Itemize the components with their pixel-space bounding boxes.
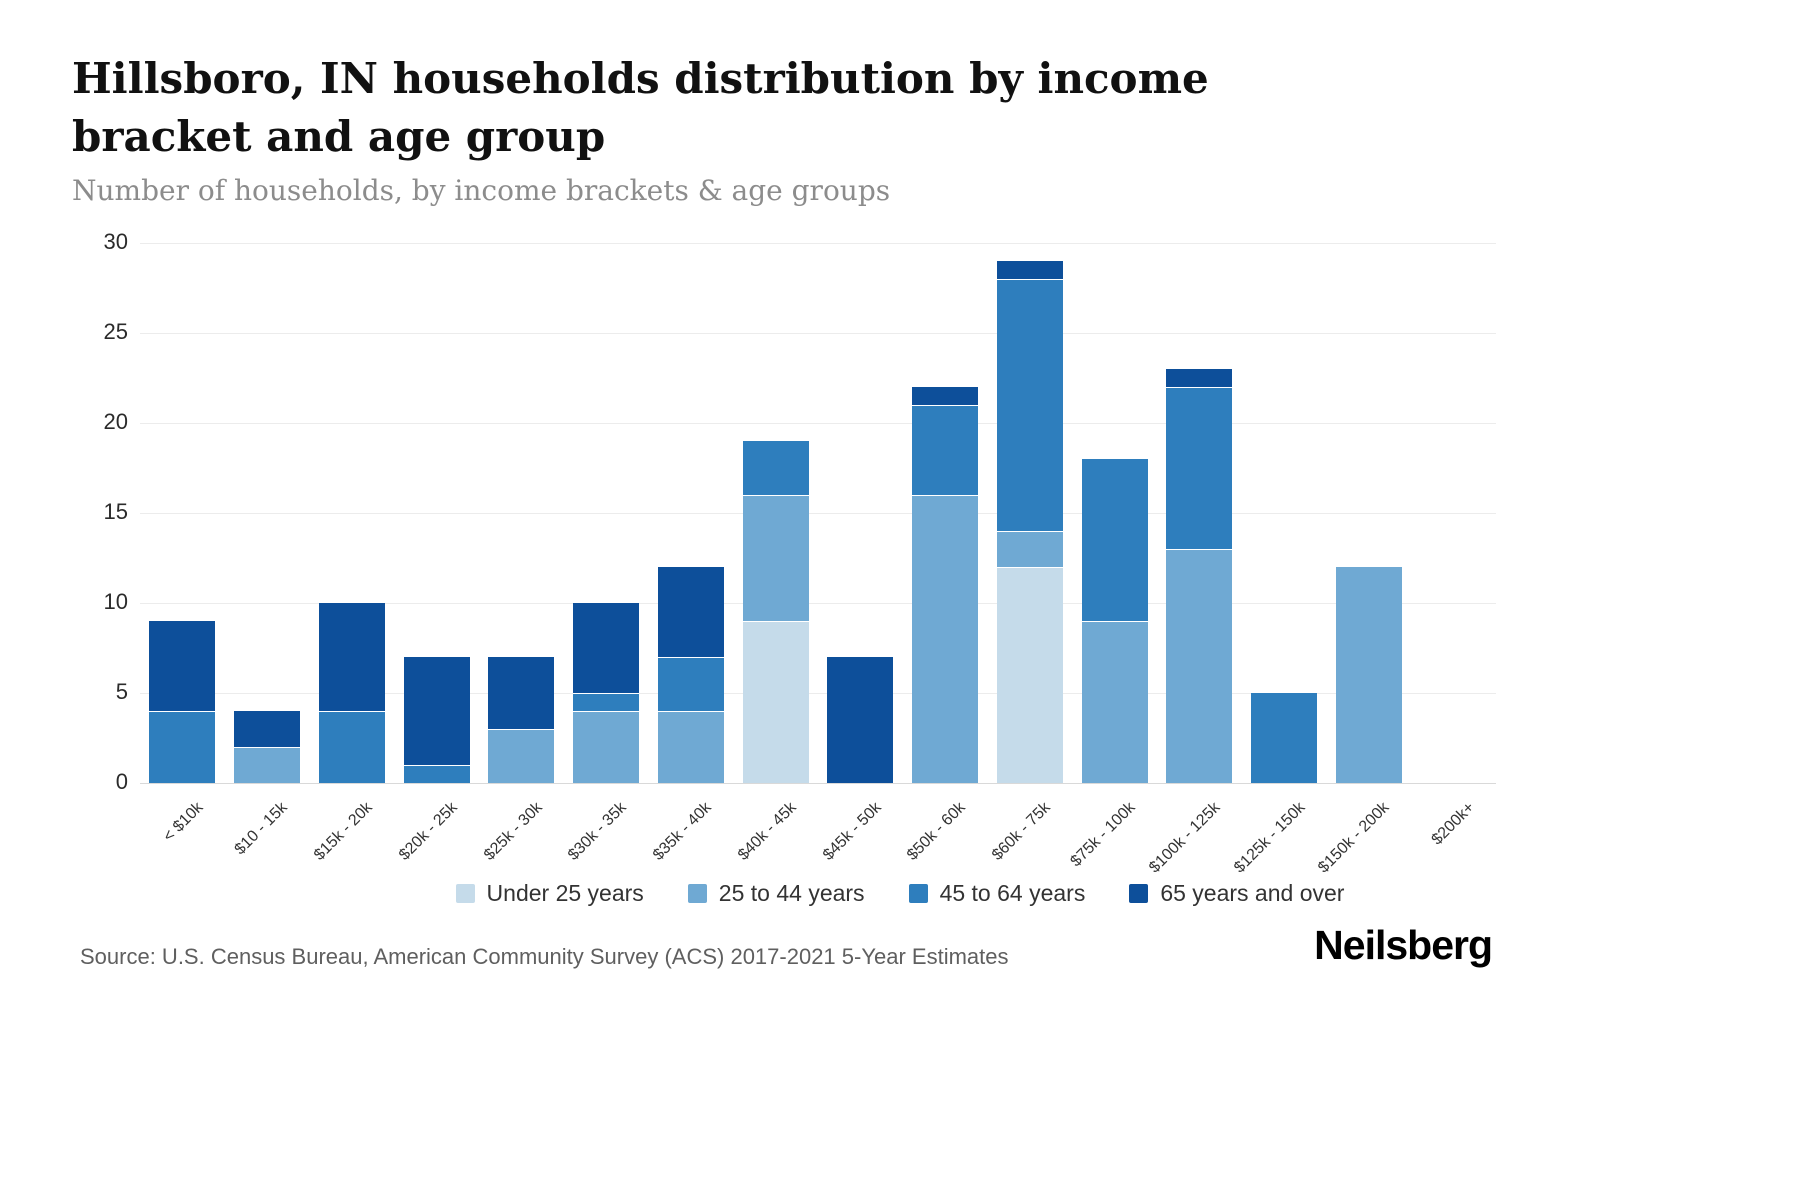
bar-2 [234, 711, 301, 783]
y-tick-label: 15 [103, 499, 128, 524]
bar-segment [742, 621, 809, 783]
legend-item: 25 to 44 years [687, 880, 865, 907]
gridline [140, 422, 1496, 424]
y-tick-label: 10 [103, 589, 128, 614]
bar-11 [996, 261, 1063, 783]
bar-segment [912, 495, 979, 783]
source-text: Source: U.S. Census Bureau, American Com… [80, 944, 1009, 969]
bar-14 [1251, 693, 1318, 783]
chart-area [140, 242, 1496, 784]
bar-3 [318, 603, 385, 783]
gridline [140, 602, 1496, 604]
legend-label: Under 25 years [486, 880, 644, 906]
y-tick-label: 20 [103, 409, 128, 434]
bar-segment [318, 711, 385, 783]
bar-segment [403, 765, 470, 783]
bar-segment [1081, 459, 1148, 621]
bar-segment [1335, 567, 1402, 783]
legend: Under 25 years 25 to 44 years 45 to 64 yea… [0, 880, 1800, 907]
gridline [140, 242, 1496, 244]
bar-segment [996, 261, 1063, 279]
bar-segment [488, 729, 555, 783]
legend-label: 45 to 64 years [939, 880, 1086, 906]
x-tick-label: $200k+ [1428, 799, 1478, 849]
bar-10 [912, 387, 979, 783]
bar-segment [912, 405, 979, 495]
bar-segment [1166, 549, 1233, 783]
x-tick-label: $20k - 25k [395, 799, 461, 864]
legend-label: 25 to 44 years [718, 880, 865, 906]
x-tick-label: < $10k [160, 799, 207, 846]
bar-segment [1166, 387, 1233, 549]
brand-logo: Neilsberg [1314, 922, 1493, 968]
x-tick-label: $50k - 60k [904, 799, 970, 864]
bar-13 [1166, 369, 1233, 783]
bar-segment [657, 711, 724, 783]
y-axis: 0 5 10 15 20 25 30 [60, 229, 128, 794]
y-tick-label: 25 [103, 319, 128, 344]
bar-segment [996, 567, 1063, 783]
y-tick-label: 30 [103, 229, 128, 254]
bar-segment [403, 657, 470, 765]
bar-segment [573, 693, 640, 711]
bar-segment [827, 657, 894, 783]
x-tick-label: $45k - 50k [819, 799, 885, 864]
x-tick-label: $10 - 15k [231, 799, 292, 859]
x-tick-label: $60k - 75k [989, 799, 1054, 864]
bar-segment [657, 567, 724, 657]
bar-segment [657, 657, 724, 711]
bar-12 [1081, 459, 1148, 783]
legend-swatch [1129, 884, 1149, 903]
bar-segment [573, 603, 640, 693]
bar-segment [234, 711, 301, 747]
x-tick-label: $100k - 125k [1145, 799, 1224, 877]
x-tick-label: $40k - 45k [734, 799, 800, 864]
legend-swatch [908, 884, 928, 903]
bar-6 [573, 603, 640, 783]
bar-segment [1081, 621, 1148, 783]
bar-segment [149, 621, 216, 711]
bar-segment [996, 531, 1063, 567]
bar-15 [1335, 567, 1402, 783]
page-title: Hillsboro, IN households distribution by… [72, 54, 1209, 161]
x-tick-label: $30k - 35k [565, 799, 631, 864]
bar-1 [149, 621, 216, 783]
page-subtitle: Number of households, by income brackets… [72, 174, 891, 207]
legend-item: Under 25 years [455, 880, 644, 907]
bar-segment [318, 603, 385, 711]
gridline [140, 512, 1496, 514]
x-tick-label: $25k - 30k [480, 799, 546, 864]
bar-segment [234, 747, 301, 783]
legend-swatch [687, 884, 707, 903]
gridline [140, 332, 1496, 334]
bar-9 [827, 657, 894, 783]
bar-5 [488, 657, 555, 783]
bar-7 [657, 567, 724, 783]
legend-item: 65 years and over [1129, 880, 1344, 907]
bar-segment [573, 711, 640, 783]
bar-segment [1166, 369, 1233, 387]
legend-swatch [455, 884, 475, 903]
x-tick-label: $15k - 20k [311, 799, 376, 864]
bar-segment [1251, 693, 1318, 783]
x-tick-label: $150k - 200k [1315, 799, 1393, 877]
y-tick-label: 0 [115, 769, 128, 794]
bar-segment [742, 495, 809, 621]
bar-segment [996, 279, 1063, 531]
legend-label: 65 years and over [1160, 880, 1345, 906]
bar-segment [742, 441, 809, 495]
bar-segment [149, 711, 216, 783]
x-tick-label: $75k - 100k [1067, 799, 1139, 871]
legend-item: 45 to 64 years [908, 880, 1086, 907]
y-tick-label: 5 [115, 679, 128, 704]
gridline [140, 692, 1496, 694]
gridline [140, 782, 1496, 784]
bar-segment [912, 387, 979, 405]
bar-8 [742, 441, 809, 783]
x-tick-label: $125k - 150k [1230, 799, 1309, 877]
bar-4 [403, 657, 470, 783]
bar-segment [488, 657, 555, 729]
x-tick-label: $35k - 40k [650, 799, 715, 864]
